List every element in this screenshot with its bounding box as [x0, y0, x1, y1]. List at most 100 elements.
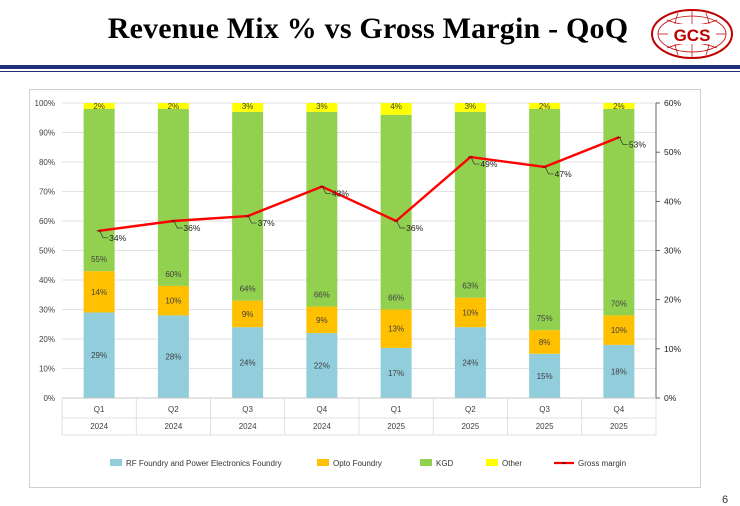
bar-label-kgd: 66% — [314, 291, 330, 300]
bar-rf — [603, 344, 635, 398]
right-axis-tick-label: 10% — [664, 344, 681, 354]
bar-label-rf: 24% — [240, 359, 256, 368]
bar-label-kgd: 64% — [240, 285, 256, 294]
bar-other — [83, 103, 115, 109]
right-axis-tick-label: 60% — [664, 98, 681, 108]
bar-rf — [380, 347, 412, 398]
gross-margin-line: 34% 36% 37% 43% 36% 49% 47% 53% — [97, 136, 646, 243]
quarter-tick-label: Q3 — [242, 405, 253, 414]
bar-kgd — [529, 108, 561, 331]
bar-label-kgd: 60% — [165, 270, 181, 279]
chart-frame — [29, 89, 701, 488]
year-tick-label: 2024 — [313, 422, 331, 431]
bar-label-other: 2% — [168, 102, 180, 111]
bar-label-other: 4% — [390, 102, 402, 111]
bar-label-opto: 10% — [462, 308, 478, 317]
gross-margin-leader — [396, 221, 406, 229]
left-axis-tick-label: 80% — [39, 158, 55, 167]
bar-label-opto: 14% — [91, 288, 107, 297]
legend-label: RF Foundry and Power Electronics Foundry — [126, 459, 282, 468]
bar-data-labels: 29% 14% 55% 2% 28% 10% 60% 2% 24% 9% 64% 3% 22% 9% 66%… — [91, 102, 627, 381]
gross-margin-label: 43% — [332, 189, 349, 199]
gross-margin-label: 34% — [109, 233, 126, 243]
bar-label-kgd: 75% — [537, 314, 553, 323]
gross-margin-leader — [174, 221, 183, 229]
left-axis-tick-label: 90% — [39, 129, 55, 138]
bar-label-opto: 10% — [611, 326, 627, 335]
gross-margin-leader — [471, 157, 480, 165]
quarter-tick-label: Q1 — [391, 405, 402, 414]
bar-other — [454, 103, 486, 112]
bar-label-other: 2% — [93, 102, 105, 111]
quarter-tick-label: Q4 — [614, 405, 625, 414]
bar-kgd — [157, 108, 189, 286]
bar-rf — [157, 315, 189, 398]
right-axis-tick-label: 20% — [664, 295, 681, 305]
left-axis-tick-label: 60% — [39, 217, 55, 226]
quarter-tick-label: Q4 — [317, 405, 328, 414]
left-axis-tick-label: 20% — [39, 335, 55, 344]
year-tick-label: 2025 — [387, 422, 405, 431]
logo-text: GCS — [674, 26, 711, 45]
bar-label-other: 3% — [242, 102, 254, 111]
page-number: 6 — [722, 494, 729, 506]
right-axis-tick-label: 30% — [664, 246, 681, 256]
bar-kgd — [306, 111, 338, 307]
legend-swatch — [110, 459, 122, 466]
bar-label-rf: 18% — [611, 367, 627, 376]
gross-margin-label: 47% — [555, 169, 572, 179]
year-tick-label: 2025 — [536, 422, 554, 431]
bar-other — [380, 103, 412, 115]
bar-label-kgd: 66% — [388, 294, 404, 303]
bar-label-rf: 22% — [314, 362, 330, 371]
year-tick-label: 2024 — [164, 422, 182, 431]
right-axis-tick-label: 0% — [664, 393, 677, 403]
left-axis-tick-label: 100% — [35, 99, 55, 108]
bar-opto — [232, 300, 264, 328]
bar-opto — [529, 330, 561, 354]
bar-rf — [454, 327, 486, 398]
bar-label-opto: 8% — [539, 338, 551, 347]
legend-label: KGD — [436, 459, 454, 468]
left-axis-tick-label: 50% — [39, 247, 55, 256]
legend-swatch — [420, 459, 432, 466]
bar-label-kgd: 70% — [611, 299, 627, 308]
bar-label-other: 3% — [316, 102, 328, 111]
gross-margin-leader — [619, 138, 628, 145]
bar-kgd — [454, 111, 486, 298]
gross-margin-label: 36% — [183, 223, 200, 233]
gridlines — [62, 102, 656, 399]
title-rule-thick — [0, 65, 740, 69]
bar-label-other: 2% — [539, 102, 551, 111]
bar-kgd — [603, 108, 635, 316]
bar-rf — [83, 312, 115, 398]
legend: RF Foundry and Power Electronics Foundry… — [110, 459, 626, 468]
legend-swatch — [486, 459, 498, 466]
bar-label-rf: 15% — [537, 372, 553, 381]
slide-title: Revenue Mix % vs Gross Margin - QoQ — [107, 12, 629, 45]
bar-rf — [306, 333, 338, 398]
bar-opto — [380, 309, 412, 348]
quarter-tick-label: Q2 — [168, 405, 179, 414]
bar-opto — [157, 285, 189, 316]
bar-rf — [232, 327, 264, 398]
right-axis-tick-label: 50% — [664, 147, 681, 157]
bar-label-opto: 9% — [316, 316, 328, 325]
gross-margin-leader — [99, 231, 109, 239]
quarter-tick-label: Q1 — [94, 405, 105, 414]
bar-label-opto: 13% — [388, 325, 404, 334]
title-rule-thin — [0, 71, 740, 72]
bar-other — [232, 103, 264, 112]
bar-opto — [603, 315, 635, 345]
quarter-tick-label: Q3 — [539, 405, 550, 414]
legend-swatch — [317, 459, 329, 466]
left-axis-tick-label: 40% — [39, 276, 55, 285]
bar-label-opto: 10% — [165, 297, 181, 306]
bar-label-rf: 17% — [388, 369, 404, 378]
legend-label: Gross margin — [578, 459, 626, 468]
legend-label: Other — [502, 459, 522, 468]
gross-margin-label: 49% — [480, 159, 497, 169]
left-axis-tick-label: 70% — [39, 188, 55, 197]
gross-margin-leader — [545, 167, 554, 175]
